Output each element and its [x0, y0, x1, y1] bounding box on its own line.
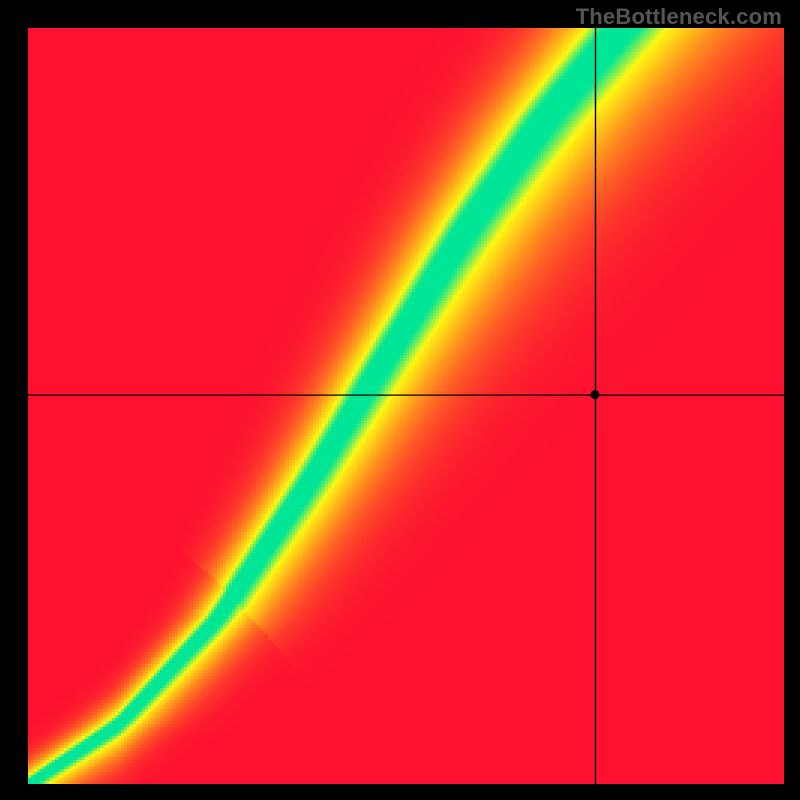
source-watermark: TheBottleneck.com — [576, 4, 782, 30]
bottleneck-heatmap — [0, 0, 800, 800]
